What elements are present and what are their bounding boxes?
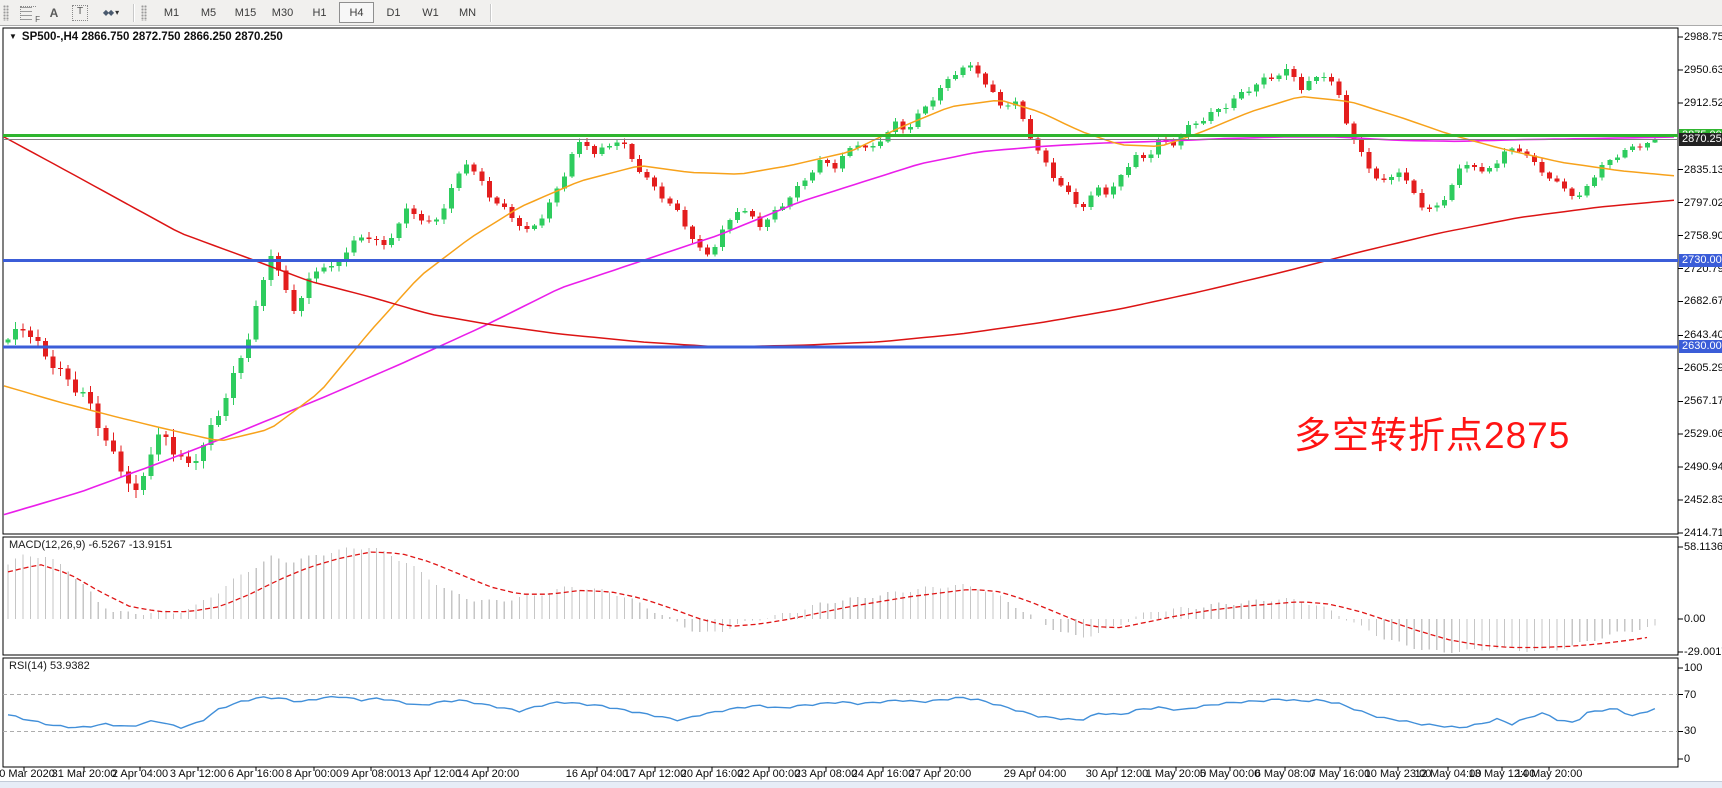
arrow-objects-button[interactable]: ◆◆ ▾ <box>93 3 129 23</box>
timeframe-button-W1[interactable]: W1 <box>422 6 439 19</box>
timeframe-button-M30[interactable]: M30 <box>271 6 294 19</box>
arrow-objects-icon: ◆◆ <box>102 8 114 17</box>
pane-border <box>2 27 1679 535</box>
toolbar-drag-handle[interactable] <box>3 4 9 21</box>
timeframe-group: M1 M5 M15 M30 H1 H4 D1 W1 MN <box>153 2 486 23</box>
timeframe-drag-handle[interactable] <box>141 4 147 21</box>
timeframe-button-H4[interactable]: H4 <box>339 2 374 23</box>
rsi-line <box>7 695 1656 730</box>
timeframe-button-MN[interactable]: MN <box>458 6 477 19</box>
text-label-icon: A <box>49 5 59 20</box>
candles-series <box>5 61 1658 498</box>
horizontal-levels <box>3 133 1678 349</box>
pane-border <box>2 536 1679 656</box>
text-box-icon: T <box>72 4 88 21</box>
timeframe-button-M15[interactable]: M15 <box>234 6 257 19</box>
toolbar-separator <box>133 3 134 22</box>
macd-signal-line <box>7 551 1648 649</box>
pane-border <box>2 657 1679 768</box>
macd-histogram <box>7 547 1656 653</box>
timeframe-button-D1[interactable]: D1 <box>386 6 401 19</box>
text-label-tool-button[interactable]: A <box>41 3 67 23</box>
toolbar-separator-2 <box>490 3 491 22</box>
timeframe-button-M1[interactable]: M1 <box>163 6 180 19</box>
fibonacci-grid-icon: F <box>20 5 40 24</box>
fibonacci-tool-button[interactable]: F <box>15 3 41 24</box>
toolbar: F A T ◆◆ ▾ M1 M5 M15 M30 H1 H4 D1 W1 MN <box>0 0 1722 26</box>
text-box-tool-button[interactable]: T <box>67 3 93 23</box>
timeframe-button-H1[interactable]: H1 <box>312 6 327 19</box>
dropdown-caret-icon: ▾ <box>115 8 120 17</box>
status-bar <box>0 781 1722 788</box>
timeframe-button-M5[interactable]: M5 <box>200 6 217 19</box>
moving-averages <box>3 96 1675 516</box>
